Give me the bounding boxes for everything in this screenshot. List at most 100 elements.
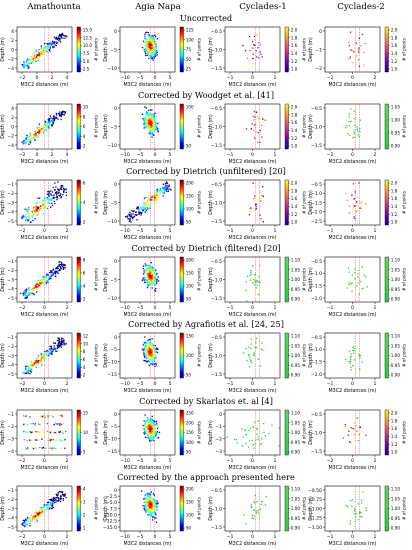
x-tick-label: −1 [227, 381, 234, 387]
x-axis-label: M3C2 distances (m) [21, 159, 69, 165]
data-point [153, 435, 155, 437]
y-tick-label: 0 [114, 335, 117, 341]
data-point [30, 137, 33, 139]
x-axis-label: M3C2 distances (m) [21, 465, 69, 471]
x-tick-label: 2 [374, 458, 377, 464]
data-point [46, 354, 48, 356]
data-point [153, 353, 155, 355]
data-point [36, 285, 38, 287]
data-point [26, 295, 29, 298]
colorbar-tick-label: 10 [83, 341, 89, 346]
data-point [164, 186, 166, 188]
data-point [52, 41, 54, 43]
data-point [147, 505, 150, 507]
colorbar [284, 485, 289, 532]
x-tick-label: 1 [374, 305, 377, 311]
data-point [28, 369, 30, 372]
data-point [148, 42, 151, 44]
data-point [53, 119, 55, 122]
data-point [47, 415, 49, 417]
data-point [145, 267, 148, 269]
data-point [31, 430, 34, 433]
data-point [36, 206, 39, 208]
data-point [33, 206, 35, 208]
data-point [154, 198, 156, 200]
data-point [42, 203, 44, 205]
data-point [44, 124, 47, 126]
data-point [132, 210, 134, 213]
data-point [166, 187, 168, 190]
data-point [63, 494, 65, 497]
data-point [46, 350, 48, 353]
data-point [149, 122, 152, 125]
data-point [143, 347, 146, 349]
data-point [56, 497, 59, 499]
data-point [53, 345, 56, 347]
data-point [42, 131, 44, 134]
data-point [154, 283, 156, 286]
data-point [58, 114, 61, 116]
data-point [258, 199, 260, 201]
data-point [352, 183, 355, 185]
data-point [152, 45, 155, 47]
data-point [148, 279, 150, 281]
data-point [39, 284, 42, 286]
data-point [253, 517, 255, 520]
data-point [57, 497, 60, 499]
data-point [243, 514, 245, 516]
data-point [253, 352, 255, 354]
data-point [26, 65, 28, 67]
y-tick-label: −2 [7, 497, 14, 503]
data-point [27, 518, 29, 521]
data-point [36, 517, 38, 520]
colorbar-label: # of points [302, 114, 307, 137]
x-axis-label: M3C2 distances (m) [124, 82, 172, 88]
colorbar-tick-label: 0.95 [291, 363, 301, 368]
data-point [150, 425, 153, 427]
data-point [53, 197, 55, 199]
data-point [41, 280, 43, 283]
x-tick-label: 0 [43, 458, 46, 464]
colorbar-tick-label: 0.95 [291, 286, 301, 291]
data-point [145, 124, 148, 127]
x-tick-label: −5 [137, 534, 144, 540]
data-point [252, 182, 254, 184]
data-point [250, 359, 252, 361]
data-point [151, 266, 153, 269]
data-point [52, 120, 54, 123]
data-point [144, 204, 147, 206]
colorbar-tick-label: 1.4 [291, 128, 298, 133]
data-point [36, 136, 38, 138]
data-point [31, 519, 33, 521]
data-point [348, 350, 351, 352]
data-point [147, 124, 149, 126]
data-point [152, 281, 155, 284]
data-point [140, 207, 142, 209]
colorbar-tick-label: 150 [186, 334, 194, 339]
data-point [33, 362, 36, 364]
colorbar-tick-label: 50 [186, 449, 192, 454]
data-point [360, 44, 362, 47]
colorbar-tick-label: 100 [186, 207, 194, 212]
x-tick-label: 0 [351, 228, 354, 234]
data-point [32, 132, 34, 135]
data-point [149, 46, 151, 49]
data-point [44, 122, 46, 125]
data-point [146, 432, 148, 434]
data-point [23, 61, 25, 63]
data-point [152, 128, 155, 130]
data-point [33, 209, 35, 212]
data-point [39, 126, 41, 128]
x-axis-label: M3C2 distances (m) [124, 235, 172, 241]
data-point [129, 219, 131, 221]
data-point [348, 440, 351, 443]
data-point [150, 436, 152, 439]
y-tick-label: 0 [114, 182, 117, 188]
data-point [153, 129, 155, 131]
data-point [244, 428, 246, 430]
data-point [154, 193, 156, 195]
data-point [23, 525, 25, 527]
data-point [40, 47, 42, 49]
data-point [252, 443, 254, 445]
data-point [141, 279, 144, 281]
